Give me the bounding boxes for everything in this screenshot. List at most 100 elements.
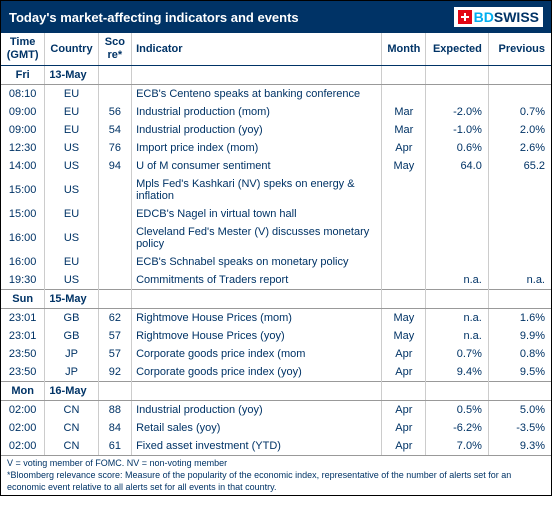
cell-score: 57 xyxy=(98,327,131,345)
cell-month: Apr xyxy=(382,401,426,420)
table-row: 23:50 JP 92 Corporate goods price index … xyxy=(1,363,551,382)
cell-expected: -6.2% xyxy=(426,419,489,437)
cell-time: 09:00 xyxy=(1,103,45,121)
cell-country: US xyxy=(45,157,98,175)
cell-indicator: Industrial production (yoy) xyxy=(132,121,382,139)
table-row: 19:30 US Commitments of Traders report n… xyxy=(1,271,551,290)
cell-score: 57 xyxy=(98,345,131,363)
cell-score xyxy=(98,223,131,253)
cell-time: 12:30 xyxy=(1,139,45,157)
cell-indicator: Industrial production (mom) xyxy=(132,103,382,121)
cell-country: EU xyxy=(45,121,98,139)
cell-time: 19:30 xyxy=(1,271,45,290)
table-row: 16:00 EU ECB's Schnabel speaks on moneta… xyxy=(1,253,551,271)
cell-country: JP xyxy=(45,345,98,363)
day-separator-row: Fri 13-May xyxy=(1,66,551,85)
table-row: 23:01 GB 62 Rightmove House Prices (mom)… xyxy=(1,309,551,328)
cell-country: GB xyxy=(45,309,98,328)
table-header: Today's market-affecting indicators and … xyxy=(1,1,551,33)
table-row: 16:00 US Cleveland Fed's Mester (V) disc… xyxy=(1,223,551,253)
cell-score: 56 xyxy=(98,103,131,121)
cell-indicator: EDCB's Nagel in virtual town hall xyxy=(132,205,382,223)
table-body: Fri 13-May 08:10 EU ECB's Centeno speaks… xyxy=(1,66,551,456)
cell-indicator: Commitments of Traders report xyxy=(132,271,382,290)
table-row: 14:00 US 94 U of M consumer sentiment Ma… xyxy=(1,157,551,175)
cell-expected: n.a. xyxy=(426,271,489,290)
cell-score xyxy=(98,205,131,223)
col-expected: Expected xyxy=(426,33,489,66)
cell-month: May xyxy=(382,309,426,328)
day-label: Fri xyxy=(1,66,45,85)
cell-country: US xyxy=(45,175,98,205)
date-label: 15-May xyxy=(45,290,98,309)
cell-month: May xyxy=(382,327,426,345)
cell-indicator: Rightmove House Prices (yoy) xyxy=(132,327,382,345)
day-separator-row: Mon 16-May xyxy=(1,382,551,401)
cell-month xyxy=(382,85,426,104)
table-row: 12:30 US 76 Import price index (mom) Apr… xyxy=(1,139,551,157)
column-headers: Time (GMT) Country Sco re* Indicator Mon… xyxy=(1,33,551,66)
cell-time: 08:10 xyxy=(1,85,45,104)
cell-indicator: ECB's Centeno speaks at banking conferen… xyxy=(132,85,382,104)
cell-indicator: U of M consumer sentiment xyxy=(132,157,382,175)
cell-previous: 5.0% xyxy=(488,401,551,420)
cell-previous: 1.6% xyxy=(488,309,551,328)
cell-previous xyxy=(488,175,551,205)
col-country: Country xyxy=(45,33,98,66)
cell-previous: 65.2 xyxy=(488,157,551,175)
cell-time: 02:00 xyxy=(1,419,45,437)
col-indicator: Indicator xyxy=(132,33,382,66)
logo-swiss-text: SWISS xyxy=(494,9,539,25)
cell-country: CN xyxy=(45,419,98,437)
cell-indicator: Mpls Fed's Kashkari (NV) speks on energy… xyxy=(132,175,382,205)
cell-time: 02:00 xyxy=(1,401,45,420)
cell-previous xyxy=(488,85,551,104)
cell-indicator: Retail sales (yoy) xyxy=(132,419,382,437)
table-row: 23:01 GB 57 Rightmove House Prices (yoy)… xyxy=(1,327,551,345)
cell-time: 09:00 xyxy=(1,121,45,139)
footnote: V = voting member of FOMC. NV = non-voti… xyxy=(1,455,551,495)
logo-bd-text: BD xyxy=(474,9,494,25)
table-row: 08:10 EU ECB's Centeno speaks at banking… xyxy=(1,85,551,104)
economic-calendar: Today's market-affecting indicators and … xyxy=(0,0,552,496)
cell-score xyxy=(98,271,131,290)
cell-score: 84 xyxy=(98,419,131,437)
cell-time: 15:00 xyxy=(1,175,45,205)
cell-previous: 9.3% xyxy=(488,437,551,455)
swiss-flag-icon xyxy=(458,10,472,24)
cell-expected: 0.7% xyxy=(426,345,489,363)
table-row: 23:50 JP 57 Corporate goods price index … xyxy=(1,345,551,363)
day-label: Mon xyxy=(1,382,45,401)
cell-previous: 2.6% xyxy=(488,139,551,157)
cell-score: 76 xyxy=(98,139,131,157)
col-month: Month xyxy=(382,33,426,66)
cell-previous: 9.9% xyxy=(488,327,551,345)
cell-score: 62 xyxy=(98,309,131,328)
table-row: 09:00 EU 54 Industrial production (yoy) … xyxy=(1,121,551,139)
day-separator-row: Sun 15-May xyxy=(1,290,551,309)
footnote-line2: *Bloomberg relevance score: Measure of t… xyxy=(7,470,545,493)
table-row: 15:00 EU EDCB's Nagel in virtual town ha… xyxy=(1,205,551,223)
cell-month xyxy=(382,175,426,205)
day-label: Sun xyxy=(1,290,45,309)
cell-month xyxy=(382,271,426,290)
cell-month xyxy=(382,205,426,223)
cell-previous: n.a. xyxy=(488,271,551,290)
cell-time: 23:50 xyxy=(1,363,45,382)
cell-indicator: Import price index (mom) xyxy=(132,139,382,157)
logo: BDSWISS xyxy=(454,7,543,27)
cell-score: 54 xyxy=(98,121,131,139)
cell-month xyxy=(382,223,426,253)
cell-expected xyxy=(426,175,489,205)
cell-expected: -2.0% xyxy=(426,103,489,121)
cell-expected xyxy=(426,85,489,104)
cell-indicator: Rightmove House Prices (mom) xyxy=(132,309,382,328)
cell-indicator: Fixed asset investment (YTD) xyxy=(132,437,382,455)
cell-expected: 64.0 xyxy=(426,157,489,175)
cell-expected xyxy=(426,205,489,223)
cell-expected: -1.0% xyxy=(426,121,489,139)
col-previous: Previous xyxy=(488,33,551,66)
footnote-line1: V = voting member of FOMC. NV = non-voti… xyxy=(7,458,545,470)
header-title: Today's market-affecting indicators and … xyxy=(9,10,299,25)
cell-month: May xyxy=(382,157,426,175)
